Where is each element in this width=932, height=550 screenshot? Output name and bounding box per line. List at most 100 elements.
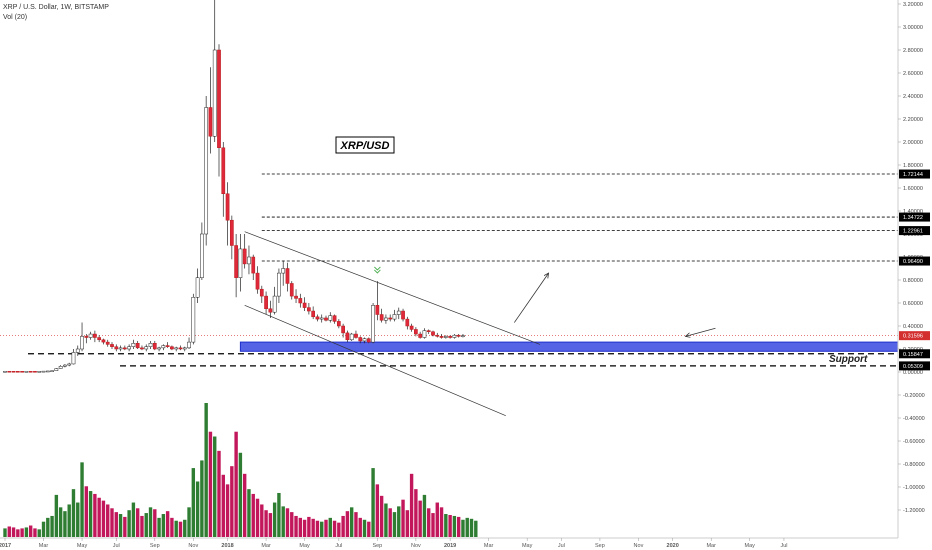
candle-body bbox=[75, 348, 80, 353]
volume-bar bbox=[315, 520, 320, 537]
y-tick-label: 2.40000 bbox=[903, 94, 923, 100]
candle-body bbox=[302, 302, 307, 308]
price-level-badge bbox=[899, 212, 930, 222]
volume-bar bbox=[50, 515, 54, 537]
volume-bar bbox=[161, 514, 166, 537]
candle-body bbox=[105, 341, 110, 345]
candle-body bbox=[298, 298, 303, 304]
candle-body bbox=[97, 337, 102, 341]
volume-bar bbox=[93, 493, 97, 537]
volume-bar bbox=[242, 473, 247, 537]
volume-bar bbox=[281, 506, 285, 537]
volume-bar bbox=[28, 525, 33, 537]
volume-bar bbox=[401, 499, 405, 537]
candle-body bbox=[200, 233, 204, 278]
x-tick-label: Nov bbox=[634, 543, 644, 549]
candle-body bbox=[405, 318, 410, 327]
x-tick-label: Sep bbox=[150, 543, 160, 549]
volume-bar bbox=[418, 500, 422, 537]
candle-body bbox=[259, 288, 264, 297]
x-tick-label: Mar bbox=[261, 543, 271, 549]
breakout-marker-icon bbox=[374, 266, 381, 274]
pair-label: XRP/USD bbox=[340, 140, 390, 152]
y-tick-label: 1.80000 bbox=[903, 163, 923, 169]
candle-body bbox=[414, 329, 418, 335]
volume-bar bbox=[354, 512, 358, 537]
volume-bar bbox=[33, 528, 37, 537]
candle-body bbox=[307, 307, 311, 312]
double-chevron-down-icon bbox=[374, 266, 381, 274]
candle-body bbox=[448, 336, 452, 338]
price-level-badge-label: 1.34722 bbox=[903, 215, 923, 221]
candle-body bbox=[319, 317, 324, 320]
y-tick-label: -0.80000 bbox=[903, 462, 925, 468]
y-tick-label: 1.60000 bbox=[903, 186, 923, 192]
candle-body bbox=[234, 245, 238, 278]
price-level-badge-label: 0.96490 bbox=[903, 259, 923, 265]
volume-bar bbox=[20, 528, 24, 537]
volume-bar bbox=[88, 491, 93, 537]
candle-body bbox=[443, 336, 448, 338]
candle-body bbox=[7, 370, 12, 373]
support-zone-layer bbox=[239, 341, 899, 352]
candle-body bbox=[264, 295, 268, 310]
x-tick-label: May bbox=[299, 543, 310, 549]
price-level-badge bbox=[899, 226, 930, 236]
volume-bar bbox=[388, 508, 392, 537]
candle-body bbox=[140, 347, 144, 350]
y-tick-label: -1.00000 bbox=[903, 485, 925, 491]
y-tick-label: 2.80000 bbox=[903, 48, 923, 54]
y-tick-label: -0.40000 bbox=[903, 416, 925, 422]
y-tick-label: 2.20000 bbox=[903, 117, 923, 123]
candle-body bbox=[281, 268, 286, 274]
volume-bar bbox=[183, 519, 187, 537]
volume-bar bbox=[24, 527, 29, 537]
candle-body bbox=[148, 343, 153, 347]
candle-body bbox=[456, 334, 461, 337]
candle-body bbox=[251, 256, 256, 274]
y-tick-label: 1.40000 bbox=[903, 209, 923, 215]
candle-body bbox=[174, 347, 179, 350]
x-tick-label: Jul bbox=[780, 543, 787, 549]
volume-bar bbox=[195, 481, 200, 537]
volume-bar bbox=[422, 494, 427, 537]
x-tick-label: 2018 bbox=[221, 543, 233, 549]
price-level-badge-label: 0.05309 bbox=[903, 364, 923, 370]
volume-bar bbox=[444, 514, 448, 537]
volume-bar bbox=[268, 513, 273, 537]
volume-bar bbox=[191, 468, 196, 537]
candle-body bbox=[63, 364, 67, 367]
candle-body bbox=[24, 371, 29, 373]
candle-body bbox=[328, 315, 333, 321]
volume-bar bbox=[341, 515, 345, 537]
candle-body bbox=[396, 310, 401, 315]
candle-body bbox=[50, 370, 54, 372]
candle-body bbox=[131, 343, 136, 347]
x-tick-label: May bbox=[522, 543, 533, 549]
candle-body bbox=[431, 331, 435, 336]
volume-bar bbox=[345, 511, 350, 537]
candle-body bbox=[277, 272, 281, 297]
volume-bar bbox=[204, 403, 208, 537]
volume-bar bbox=[101, 500, 106, 537]
candle-body bbox=[191, 297, 196, 343]
y-tick-label: -1.20000 bbox=[903, 508, 925, 514]
candle-body bbox=[418, 333, 423, 338]
candle-body bbox=[110, 344, 114, 347]
volume-bar bbox=[448, 514, 452, 537]
volume-bar bbox=[144, 513, 148, 537]
chart-title: XRP / U.S. Dollar, 1W, BITSTAMP bbox=[3, 4, 109, 11]
x-tick-label: May bbox=[77, 543, 88, 549]
candle-body bbox=[229, 219, 234, 246]
candlesticks bbox=[3, 0, 465, 373]
candle-body bbox=[144, 346, 149, 350]
volume-bar bbox=[461, 519, 465, 537]
candle-body bbox=[217, 49, 221, 148]
volume-bar bbox=[439, 507, 444, 537]
x-tick-label: May bbox=[745, 543, 756, 549]
y-tick-label: 2.00000 bbox=[903, 140, 923, 146]
volume-bar bbox=[174, 520, 178, 537]
volume-bar bbox=[221, 474, 225, 537]
candle-body bbox=[285, 268, 290, 284]
